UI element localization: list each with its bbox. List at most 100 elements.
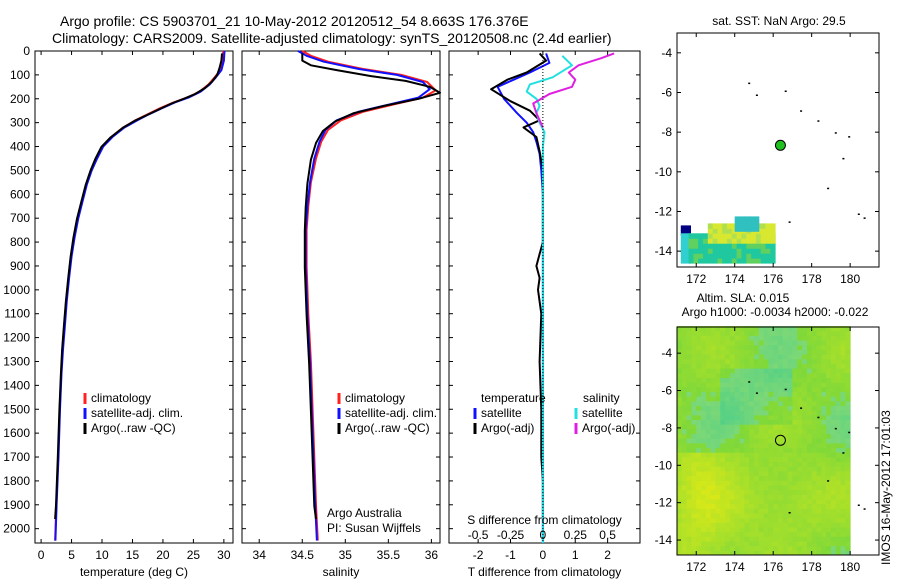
sla-cell — [778, 410, 784, 416]
sla-cell — [787, 386, 793, 392]
sla-cell — [835, 456, 841, 463]
sla-cell — [778, 470, 784, 477]
sla-cell — [686, 452, 692, 458]
sst-cell — [727, 248, 733, 254]
sla-cell — [845, 428, 851, 435]
sla-cell — [677, 405, 683, 411]
temperature-xtick-label: 20 — [156, 548, 170, 562]
sla-cell — [806, 382, 813, 388]
sla-cell — [739, 475, 745, 481]
sla-cell — [811, 475, 817, 481]
sst-cell — [712, 238, 718, 244]
sla-cell — [768, 442, 774, 449]
sst-cell — [754, 221, 760, 227]
sla-cell — [797, 400, 803, 406]
sla-cell — [778, 466, 784, 472]
sla-cell — [696, 541, 702, 547]
sla-cell — [811, 531, 817, 537]
sla-cell — [811, 396, 817, 402]
sla-cell — [681, 508, 688, 514]
sla-cell — [840, 419, 846, 425]
sla-cell — [782, 517, 789, 523]
sla-cell — [821, 405, 827, 411]
sst-cell — [760, 228, 766, 234]
sla-cell — [840, 410, 846, 416]
sla-cell — [696, 368, 702, 374]
sla-cell — [768, 452, 774, 458]
sla-cell — [792, 447, 798, 453]
sst_map-axes-box — [676, 32, 880, 268]
sla-cell — [710, 377, 716, 383]
sla-cell — [806, 326, 813, 332]
sla-cell — [840, 466, 846, 472]
sla-cell — [677, 550, 683, 556]
sla-cell — [782, 484, 789, 491]
sst-cell — [741, 258, 747, 264]
sst-cell — [746, 238, 752, 244]
sla-cell — [811, 545, 817, 551]
salinity-xtick-label: 35.5 — [377, 548, 401, 562]
sla-cell — [720, 349, 726, 355]
sla-cell — [830, 410, 837, 416]
sst-cell — [741, 243, 747, 249]
sla-cell — [696, 517, 702, 523]
sla-cell — [677, 503, 683, 509]
sla-cell — [749, 414, 755, 420]
sla-cell — [681, 531, 688, 537]
sla-cell — [773, 442, 779, 449]
sla-cell — [715, 522, 721, 528]
sst-cell — [680, 243, 687, 249]
sla-cell — [763, 396, 769, 402]
sla-cell — [806, 410, 813, 416]
sla-cell — [710, 330, 716, 336]
sst-cell — [680, 248, 687, 254]
sla-cell — [821, 456, 827, 463]
sla-cell — [734, 335, 740, 341]
sst-cell — [685, 225, 691, 231]
sla-cell — [729, 358, 736, 364]
sla-cell — [681, 330, 688, 336]
sla-cell — [715, 363, 721, 369]
sla-cell — [816, 541, 822, 547]
sla-cell — [845, 340, 851, 346]
sla-cell — [806, 424, 813, 430]
sla-cell — [806, 377, 813, 383]
sla-cell — [845, 470, 851, 477]
sla-cell — [763, 489, 769, 495]
sla-cell — [715, 358, 721, 364]
sla-cell — [830, 517, 837, 523]
sla-cell — [840, 513, 846, 519]
sla-cell — [754, 442, 760, 449]
sla-cell — [778, 424, 784, 430]
sst-cell — [717, 228, 723, 234]
sla-cell — [821, 508, 827, 514]
sla-cell — [715, 382, 721, 388]
sla-cell — [758, 428, 765, 435]
sst-cell — [693, 243, 699, 249]
sla_map-xtick-label: 180 — [840, 560, 860, 574]
sst-cell — [736, 238, 742, 244]
sla-cell — [811, 405, 817, 411]
sla-cell — [725, 438, 731, 444]
sla-cell — [787, 354, 793, 360]
sla-cell — [754, 396, 760, 402]
sst-map-title: sat. SST: NaN Argo: 29.5 — [712, 14, 846, 28]
sla-cell — [677, 480, 683, 486]
sla-cell — [773, 419, 779, 425]
sla-cell — [749, 419, 755, 425]
sla-cell — [806, 442, 813, 449]
sla-cell — [691, 545, 697, 551]
sla-cell — [830, 326, 837, 332]
sla-cell — [739, 541, 745, 547]
sla-cell — [681, 335, 688, 341]
sla-cell — [802, 428, 808, 435]
depth-tick-label: 1600 — [3, 426, 30, 440]
island-mark — [748, 82, 751, 85]
sla-cell — [840, 382, 846, 388]
sla-cell — [729, 480, 736, 486]
sla-cell — [768, 550, 774, 556]
sla-cell — [720, 344, 726, 350]
sla-cell — [840, 508, 846, 514]
sla-cell — [821, 442, 827, 449]
sla-cell — [816, 386, 822, 392]
